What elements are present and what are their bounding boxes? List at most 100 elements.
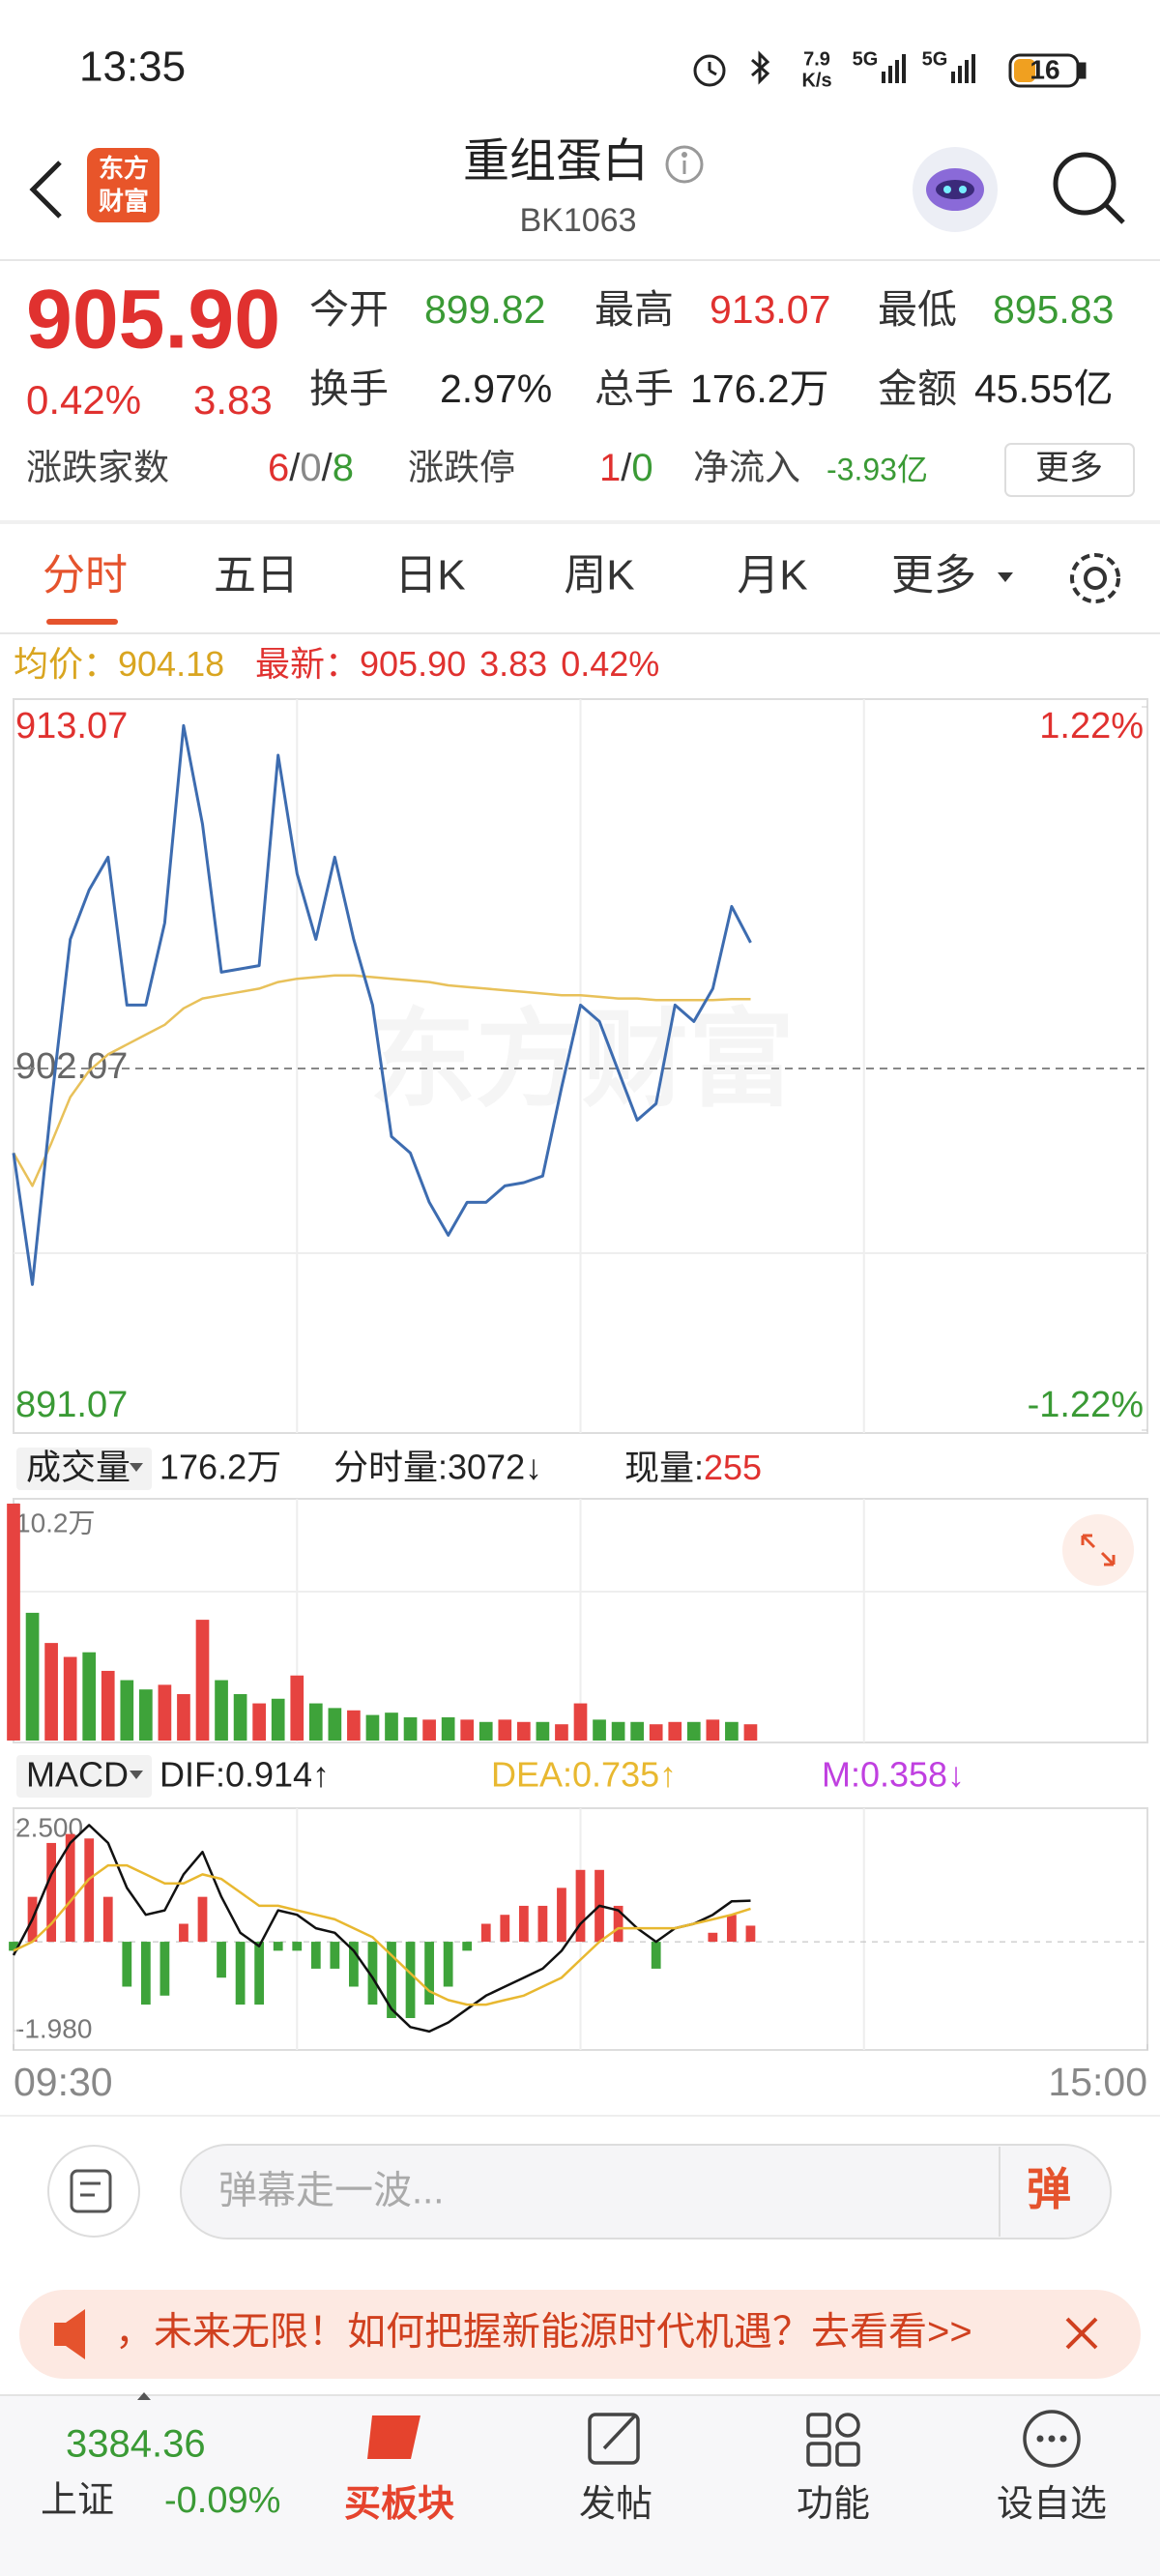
close-button[interactable]: [1065, 2317, 1098, 2350]
y-tick-label: 913.07: [15, 706, 128, 746]
volume-bar: [195, 1620, 210, 1741]
y-tick-label: 10.2万: [15, 1508, 96, 1537]
nav-item[interactable]: 设自选: [997, 2484, 1107, 2525]
status-icons: [693, 50, 1087, 88]
nav-item[interactable]: 买板块: [344, 2484, 454, 2525]
nav-item[interactable]: 发帖: [579, 2484, 652, 2525]
field-value: 913.07: [710, 287, 830, 332]
nav-icon[interactable]: [367, 2415, 420, 2459]
volume-bar: [101, 1670, 115, 1741]
macd-bar: [424, 1942, 434, 2005]
breadth-label: 涨跌家数: [26, 448, 169, 487]
breadth-counts-part: 0: [300, 447, 321, 489]
tab[interactable]: 五日: [214, 552, 299, 600]
field-label: 总手: [594, 366, 674, 411]
minute-volume: 分时量:3072↓: [334, 1448, 542, 1487]
tab[interactable]: 月K: [737, 552, 807, 600]
stock-code: BK1063: [520, 202, 637, 239]
macd-bar: [443, 1942, 453, 1987]
status-time: 13:35: [79, 44, 186, 91]
nav-icon[interactable]: [588, 2410, 1081, 2468]
breadth-counts-part: 6: [268, 447, 289, 489]
macd-bar: [197, 1896, 208, 1943]
dea-legend: DEA:0.735↑: [491, 1755, 677, 1795]
volume-bar: [385, 1712, 398, 1741]
breadth-counts-part: /: [322, 447, 334, 489]
macd-bar: [537, 1905, 548, 1943]
divider: [0, 520, 1160, 524]
volume-bar: [630, 1721, 644, 1741]
field-value: 45.55亿: [974, 366, 1114, 411]
volume-bar: [555, 1724, 568, 1741]
comment-input[interactable]: [180, 2144, 1112, 2239]
macd-bar: [122, 1942, 132, 1987]
legend-value: 3.83: [479, 644, 547, 684]
breadth-counts-part: 8: [333, 447, 354, 489]
legend-label: 均价：: [14, 644, 118, 684]
volume-bar: [611, 1721, 625, 1741]
macd-bar: [65, 1833, 75, 1943]
input-placeholder: 弹幕走一波...: [218, 2170, 444, 2212]
volume-bar: [593, 1719, 606, 1741]
volume-bar: [233, 1693, 247, 1741]
field-value: 895.83: [993, 287, 1114, 332]
volume-bar: [422, 1719, 436, 1741]
assistant-avatar[interactable]: [913, 147, 998, 232]
volume-bar: [686, 1721, 701, 1741]
tab[interactable]: 更多: [891, 552, 976, 600]
macd-bar: [292, 1942, 303, 1951]
watermark: 东方财富: [369, 1001, 795, 1120]
volume-bar: [743, 1724, 758, 1741]
limit-counts-part: /: [621, 447, 632, 489]
volume-bar: [158, 1684, 172, 1741]
volume-selector[interactable]: [16, 1448, 152, 1490]
field-value: 176.2万: [690, 366, 829, 411]
volume-bar: [706, 1719, 720, 1741]
expand-button[interactable]: [1062, 1514, 1134, 1586]
series-line: [12, 1824, 751, 2034]
inflow-value: -3.93亿: [826, 452, 928, 486]
settings-button[interactable]: [1070, 553, 1120, 603]
info-icon[interactable]: [665, 145, 704, 184]
dif-legend: DIF:0.914↑: [160, 1755, 330, 1795]
back-button[interactable]: [29, 161, 62, 219]
macd-bar: [140, 1942, 151, 2005]
volume-bar: [7, 1504, 20, 1741]
network-speed: 7.9: [803, 48, 830, 70]
volume-bar: [308, 1703, 323, 1741]
macd-bar: [613, 1905, 624, 1943]
dropdown-arrow: [130, 1463, 143, 1472]
banner-text: ，未来无限！如何把握新能源时代机遇？去看看>>: [115, 2311, 972, 2354]
page-title: 重组蛋白: [463, 136, 649, 188]
index-value: 3384.36: [66, 2423, 206, 2466]
battery-level: 16: [1030, 54, 1059, 84]
macd-bar: [254, 1942, 265, 2005]
nav-item[interactable]: 功能: [797, 2484, 870, 2525]
y2-tick-label: 1.22%: [1039, 706, 1144, 746]
y2-tick-label: -1.22%: [1028, 1385, 1144, 1425]
legend-value: 904.18: [118, 644, 224, 684]
comment-list-button[interactable]: [47, 2145, 140, 2238]
volume-bar: [365, 1714, 380, 1741]
y-tick-label: 891.07: [15, 1385, 128, 1425]
field-label: 今开: [309, 287, 389, 332]
more-button[interactable]: [1004, 443, 1135, 497]
volume-bar: [44, 1643, 58, 1741]
volume-bar: [478, 1721, 493, 1741]
volume-bar: [668, 1721, 682, 1741]
promo-banner[interactable]: [19, 2290, 1141, 2379]
field-label: 最低: [878, 287, 957, 332]
tab[interactable]: 周K: [564, 552, 634, 600]
tab[interactable]: 分时: [43, 552, 128, 600]
indicator-selector[interactable]: [16, 1755, 152, 1798]
legend-label: 最新：: [255, 644, 360, 684]
megaphone-icon: [54, 2309, 85, 2359]
volume-bar: [460, 1719, 475, 1741]
danmaku-button[interactable]: 弹: [1027, 2164, 1071, 2214]
volume-bar: [328, 1708, 342, 1741]
x-tick-label: 09:30: [14, 2060, 113, 2104]
tab[interactable]: 日K: [394, 552, 465, 600]
search-button[interactable]: [1053, 152, 1125, 224]
field-label: 最高: [594, 287, 674, 332]
current-volume-value: 255: [704, 1448, 762, 1487]
